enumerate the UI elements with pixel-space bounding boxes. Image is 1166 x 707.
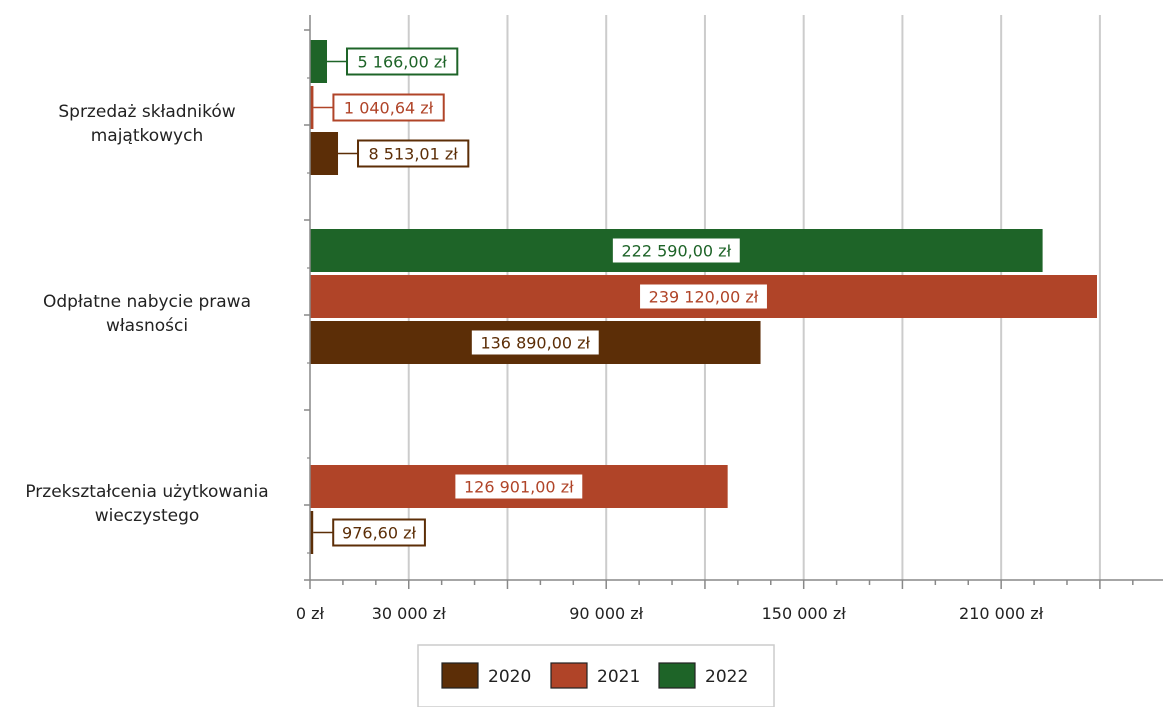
data-label-box [453,472,585,501]
legend-label-2021: 2021 [597,667,640,687]
bar-2020-2 [310,511,314,554]
legend-swatch-2020 [441,662,479,689]
data-label: 5 166,00 zł [358,53,448,72]
axes: 0 zł 30 000 zł 90 000 zł 150 000 zł 210 000 … [25,15,1163,623]
category-label: Przekształcenia użytkowania wieczystego [25,482,268,526]
data-label: 136 890,00 zł [480,334,590,353]
bar-2020-0 [310,132,339,175]
data-label: 976,60 zł [342,524,416,543]
legend-swatch-2022 [658,662,696,689]
x-tick-label: 0 zł [296,604,325,623]
data-label: 126 901,00 zł [464,478,574,497]
data-label-box [610,236,742,265]
data-label-box [332,518,426,547]
data-labels: 8 513,01 zł 136 890,00 zł 976,60 zł 1 040,6… [313,47,769,547]
x-tick-label: 90 000 zł [569,604,643,623]
data-label-box [357,139,470,168]
data-label: 8 513,01 zł [369,145,459,164]
category-label: Odpłatne nabycie prawa własności [43,292,251,336]
category-label: Sprzedaż składników majątkowych [58,102,235,146]
data-label-box [638,282,769,311]
bar-2022-0 [310,40,328,83]
legend: 2020 2021 2022 [417,644,775,707]
data-label-box [469,328,601,357]
legend-label-2022: 2022 [705,667,748,687]
data-label: 239 120,00 zł [649,288,759,307]
data-label-box [346,47,459,76]
data-label: 222 590,00 zł [621,242,731,261]
x-tick-label: 210 000 zł [959,604,1044,623]
legend-label-2020: 2020 [488,667,531,687]
x-tick-label: 150 000 zł [762,604,847,623]
x-tick-label: 30 000 zł [372,604,446,623]
bar-2021-0 [310,86,314,129]
legend-swatch-2021 [550,662,588,689]
data-label-box [332,93,445,122]
data-label: 1 040,64 zł [344,99,434,118]
